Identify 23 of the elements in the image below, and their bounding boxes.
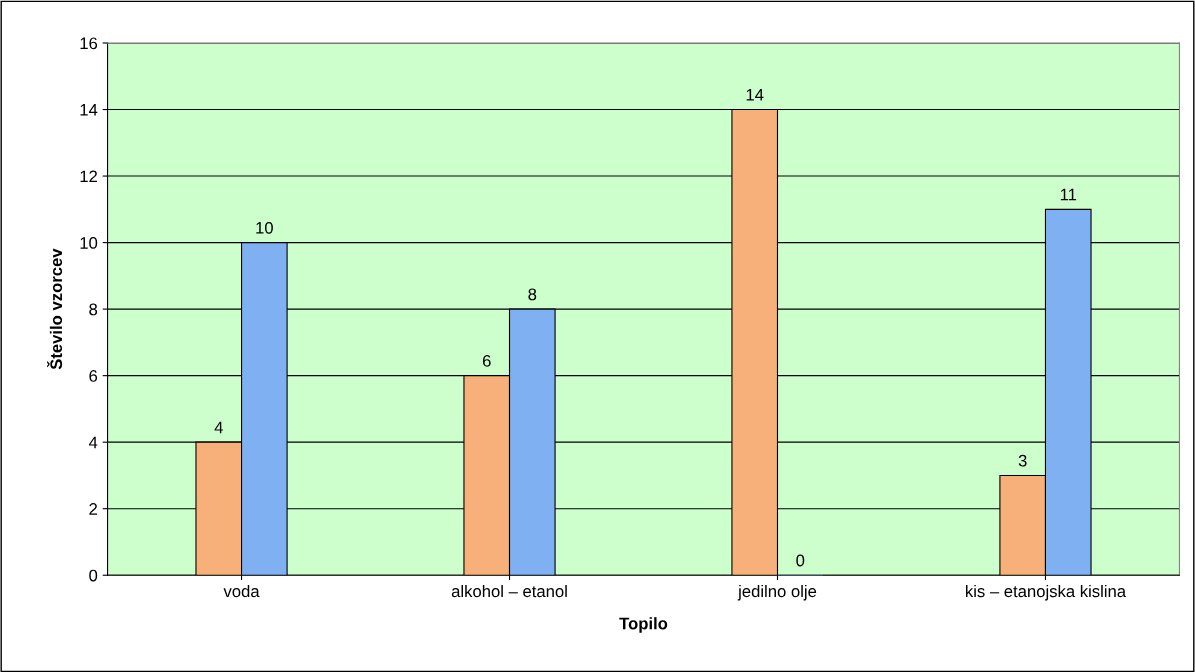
data-label: 3 [1018,454,1027,467]
y-tick-label: 10 [80,236,98,249]
data-label: 10 [256,221,273,234]
y-tick-label: 6 [89,370,98,382]
x-tick-label: kis – etanojska kislina [966,584,1127,601]
data-label: 11 [1060,188,1077,201]
y-tick-label: 12 [80,170,97,183]
data-label: 4 [214,421,223,434]
data-label: 8 [528,288,537,301]
x-tick-label: jedilno olje [737,584,817,601]
y-tick-label: 0 [89,569,98,582]
x-tick-label: alkohol – etanol [451,584,567,598]
x-axis-title: Topilo [619,617,668,633]
y-tick-label: 8 [89,303,98,316]
y-axis-title: Število vzorcev [47,248,63,370]
y-tick-label: 14 [80,104,98,116]
x-tick-label: voda [223,584,260,598]
y-tick-label: 16 [80,37,98,50]
y-tick-label: 4 [88,436,98,449]
data-label: 6 [482,355,491,367]
data-label: 14 [746,89,764,101]
data-label: 0 [796,554,805,567]
y-tick-label: 2 [89,503,97,515]
